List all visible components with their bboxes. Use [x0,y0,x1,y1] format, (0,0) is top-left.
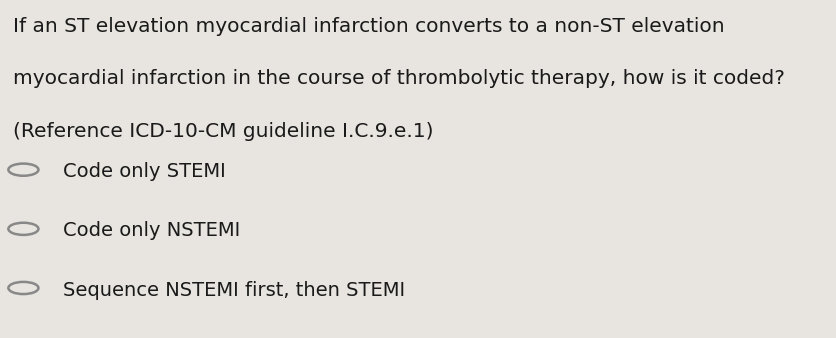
Text: myocardial infarction in the course of thrombolytic therapy, how is it coded?: myocardial infarction in the course of t… [13,69,784,88]
Text: Code only NSTEMI: Code only NSTEMI [63,221,240,240]
Text: If an ST elevation myocardial infarction converts to a non-ST elevation: If an ST elevation myocardial infarction… [13,17,724,36]
Text: (Reference ICD-10-CM guideline I.C.9.e.1): (Reference ICD-10-CM guideline I.C.9.e.1… [13,122,433,141]
Text: Code only STEMI: Code only STEMI [63,162,226,181]
Text: Sequence NSTEMI first, then STEMI: Sequence NSTEMI first, then STEMI [63,281,405,299]
